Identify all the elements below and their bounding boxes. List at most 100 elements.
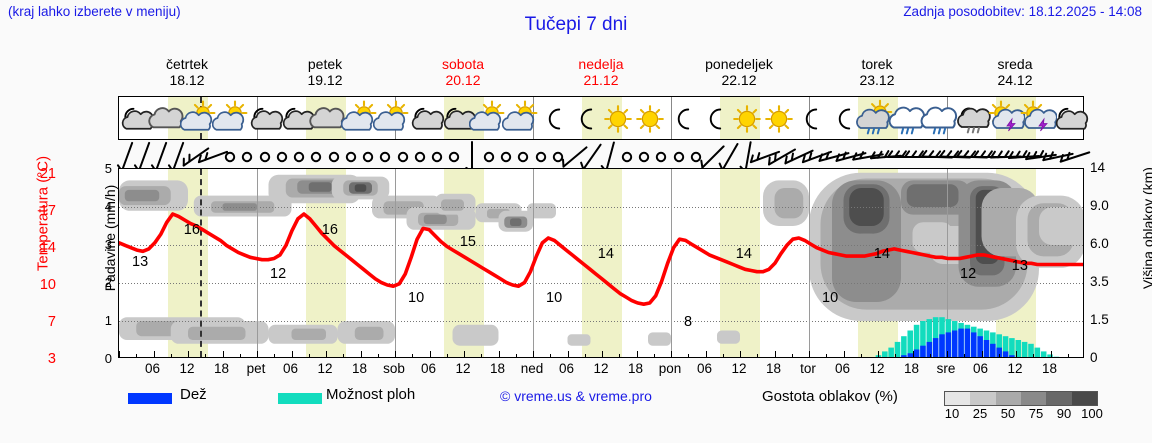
sun-cloud-icon [179, 99, 220, 139]
axis-tick [688, 354, 690, 357]
temperature-tick-10: 10 [39, 277, 56, 293]
axis-tick [722, 354, 724, 357]
day-name: torek [861, 56, 893, 72]
temperature-tick-7: 7 [47, 314, 56, 330]
axis-tick [429, 351, 431, 357]
credit-link[interactable]: © vreme.us & vreme.pro [500, 388, 652, 404]
day-name: sobota [441, 56, 485, 72]
cloud-height-tick-1.5: 1.5 [1090, 312, 1109, 327]
axis-tick [326, 351, 327, 357]
wind-calm-icon [383, 140, 423, 168]
temperature-label-11: 10 [822, 290, 839, 307]
cloud-density-value-90: 90 [1056, 406, 1072, 421]
axis-tick [740, 351, 741, 357]
moon-icon [566, 99, 606, 139]
wind-calm-icon [521, 140, 561, 168]
legend-shower-swatch [278, 393, 322, 404]
wind-barb-icon [1055, 140, 1095, 168]
sun-rain-icon [855, 99, 896, 139]
axis-tick [878, 351, 879, 357]
axis-tick [153, 351, 155, 357]
cloud-density-swatch-25 [970, 392, 996, 405]
cloud-height-tick-14: 14 [1090, 160, 1106, 175]
wind-calm-icon [227, 140, 267, 168]
wind-barb-icon [745, 140, 785, 168]
wind-calm-icon [659, 140, 699, 168]
wind-barb-icon [193, 140, 233, 168]
day-separator-6 [947, 169, 948, 357]
current-time-line [200, 169, 203, 357]
precipitation-tick-3: 3 [104, 237, 112, 252]
axis-tick [705, 351, 707, 357]
gridline-horizontal-4 [119, 207, 1083, 208]
temperature-label-1: 13 [132, 254, 149, 271]
wind-calm-icon [641, 140, 681, 168]
wind-barb-icon [555, 140, 595, 168]
hour-label-18-14: 18 [627, 361, 644, 376]
wind-calm-icon [400, 140, 440, 168]
axis-tick [912, 351, 914, 357]
hour-label-18-6: 18 [351, 361, 368, 376]
axis-tick [1067, 354, 1069, 357]
day-header-2: petek 19.12 [256, 56, 394, 88]
cloud-height-tick-3.5: 3.5 [1090, 274, 1109, 289]
axis-tick [119, 351, 120, 357]
cloud-density-swatch-100 [1071, 392, 1097, 405]
axis-tick [550, 354, 552, 357]
hour-label-06-20: 06 [834, 361, 851, 376]
hour-label-06-4: 06 [282, 361, 299, 376]
day-header-6: torek 23.12 [808, 56, 946, 88]
hour-label-pet-3: pet [246, 361, 266, 376]
wind-calm-icon [624, 140, 664, 168]
day-date: 19.12 [307, 72, 343, 88]
wind-barb-icon [1038, 140, 1078, 168]
wind-barb-icon [797, 140, 837, 168]
day-separator-2 [395, 169, 396, 357]
precipitation-bars [875, 317, 1060, 357]
day-separator-icons-3 [533, 97, 534, 139]
axis-tick [412, 354, 414, 357]
temperature-label-7: 10 [546, 290, 563, 307]
precipitation-tick-5: 5 [104, 161, 112, 176]
axis-tick [222, 351, 224, 357]
axis-tick [291, 351, 293, 357]
hour-label-06-24: 06 [972, 361, 989, 376]
temperature-tick-14: 14 [39, 240, 56, 256]
wind-barb-icon [831, 140, 871, 168]
day-separator-icons-4 [671, 97, 672, 139]
legend-rain-label: Dež [180, 386, 207, 403]
axis-tick [1016, 351, 1017, 357]
axis-tick [826, 354, 828, 357]
day-date: 18.12 [169, 72, 205, 88]
wind-calm-icon [538, 140, 578, 168]
day-header-3: sobota 20.12 [394, 56, 532, 88]
temperature-label-8: 14 [597, 246, 614, 263]
hour-label-06-12: 06 [558, 361, 575, 376]
wind-barb-icon [779, 140, 819, 168]
wind-calm-icon [331, 140, 371, 168]
sun-icon [727, 99, 767, 139]
wind-calm-icon [365, 140, 405, 168]
day-date: 22.12 [721, 72, 757, 88]
day-name: sreda [997, 56, 1033, 72]
location-menu-note: (kraj lahko izberete v meniju) [8, 4, 181, 19]
precipitation-tick-0: 0 [104, 351, 112, 366]
axis-tick [1033, 354, 1035, 357]
forecast-plot: 13161216101510148141014121311 [118, 168, 1084, 358]
wind-calm-icon [486, 140, 526, 168]
wind-calm-icon [279, 140, 319, 168]
sun-cloud-icon [340, 99, 381, 139]
moon-icon [824, 99, 864, 139]
wind-calm-icon [434, 140, 474, 168]
hour-label-ned-11: ned [520, 361, 544, 376]
wind-calm-icon [210, 140, 250, 168]
temperature-curve [119, 212, 1083, 306]
axis-tick [533, 351, 534, 357]
hour-label-18-22: 18 [903, 361, 920, 376]
axis-tick [274, 354, 276, 357]
axis-tick [1050, 351, 1052, 357]
hour-label-12-1: 12 [179, 361, 195, 376]
axis-tick [998, 354, 1000, 357]
axis-tick [188, 351, 189, 357]
day-header-5: ponedeljek 22.12 [670, 56, 808, 88]
